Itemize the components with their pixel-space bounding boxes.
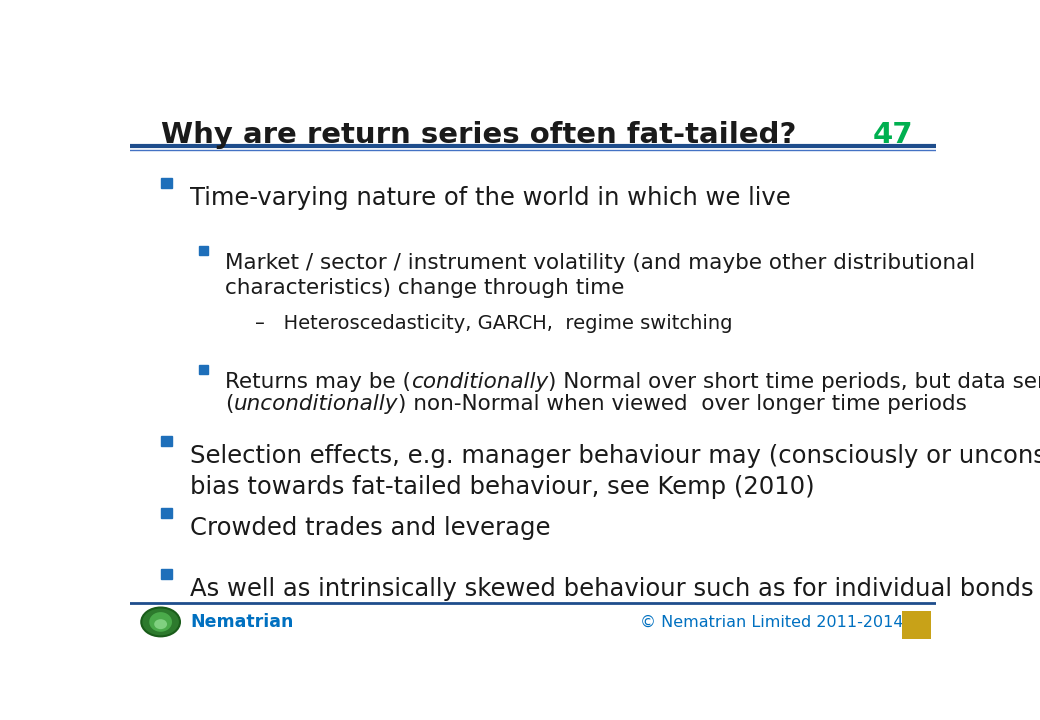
Text: 47: 47 bbox=[873, 121, 913, 149]
Text: Returns may be (: Returns may be ( bbox=[225, 372, 411, 392]
Text: ) non-Normal when viewed  over longer time periods: ) non-Normal when viewed over longer tim… bbox=[398, 395, 967, 414]
Bar bbox=[902, 611, 931, 639]
Ellipse shape bbox=[149, 611, 173, 632]
Text: ) Normal over short time periods, but data series still: ) Normal over short time periods, but da… bbox=[548, 372, 1040, 392]
Text: Why are return series often fat-tailed?: Why are return series often fat-tailed? bbox=[160, 121, 796, 149]
Bar bbox=[160, 436, 172, 446]
Text: Time-varying nature of the world in which we live: Time-varying nature of the world in whic… bbox=[190, 186, 791, 210]
Bar bbox=[199, 365, 208, 374]
Bar bbox=[160, 569, 172, 580]
Text: (: ( bbox=[225, 395, 234, 414]
Text: Crowded trades and leverage: Crowded trades and leverage bbox=[190, 516, 551, 540]
Text: Market / sector / instrument volatility (and maybe other distributional
characte: Market / sector / instrument volatility … bbox=[225, 253, 976, 298]
Text: As well as intrinsically skewed behaviour such as for individual bonds: As well as intrinsically skewed behaviou… bbox=[190, 577, 1034, 601]
Text: conditionally: conditionally bbox=[411, 372, 548, 392]
Text: unconditionally: unconditionally bbox=[234, 395, 398, 414]
Bar bbox=[160, 178, 172, 189]
Bar bbox=[199, 246, 208, 255]
Ellipse shape bbox=[141, 608, 180, 636]
Text: Selection effects, e.g. manager behaviour may (consciously or unconsciously)
bia: Selection effects, e.g. manager behaviou… bbox=[190, 444, 1040, 499]
Ellipse shape bbox=[154, 619, 167, 629]
Text: Nematrian: Nematrian bbox=[190, 613, 294, 631]
Bar bbox=[160, 508, 172, 518]
Text: © Nematrian Limited 2011-2014: © Nematrian Limited 2011-2014 bbox=[641, 614, 904, 629]
Text: –   Heteroscedasticity, GARCH,  regime switching: – Heteroscedasticity, GARCH, regime swit… bbox=[255, 314, 732, 333]
